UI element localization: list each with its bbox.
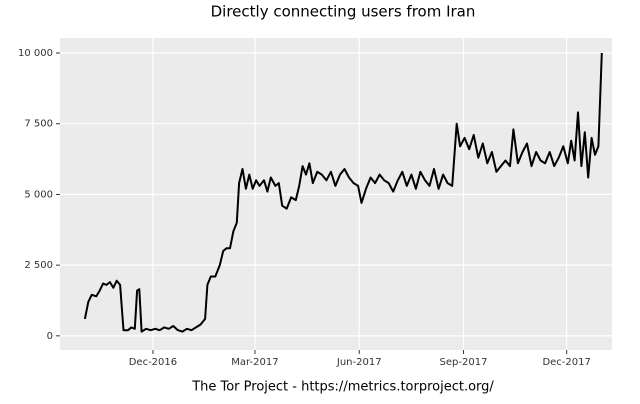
- x-tick-label: Dec-2016: [129, 357, 177, 368]
- y-tick-label: 2 500: [24, 260, 53, 271]
- x-tick-label: Jun-2017: [336, 357, 382, 368]
- y-tick-label: 7 500: [24, 119, 53, 130]
- line: [83, 52, 603, 333]
- y-tick-label: 0: [47, 331, 53, 342]
- y-tick-label: 5 000: [24, 189, 53, 200]
- caption: The Tor Project - https://metrics.torpro…: [191, 380, 494, 395]
- y-tick-label: 10 000: [18, 48, 53, 59]
- chart-title: Directly connecting users from Iran: [211, 3, 476, 21]
- x-tick-label: Dec-2017: [542, 357, 590, 368]
- x-tick-label: Mar-2017: [231, 357, 278, 368]
- x-tick-label: Sep-2017: [440, 357, 488, 368]
